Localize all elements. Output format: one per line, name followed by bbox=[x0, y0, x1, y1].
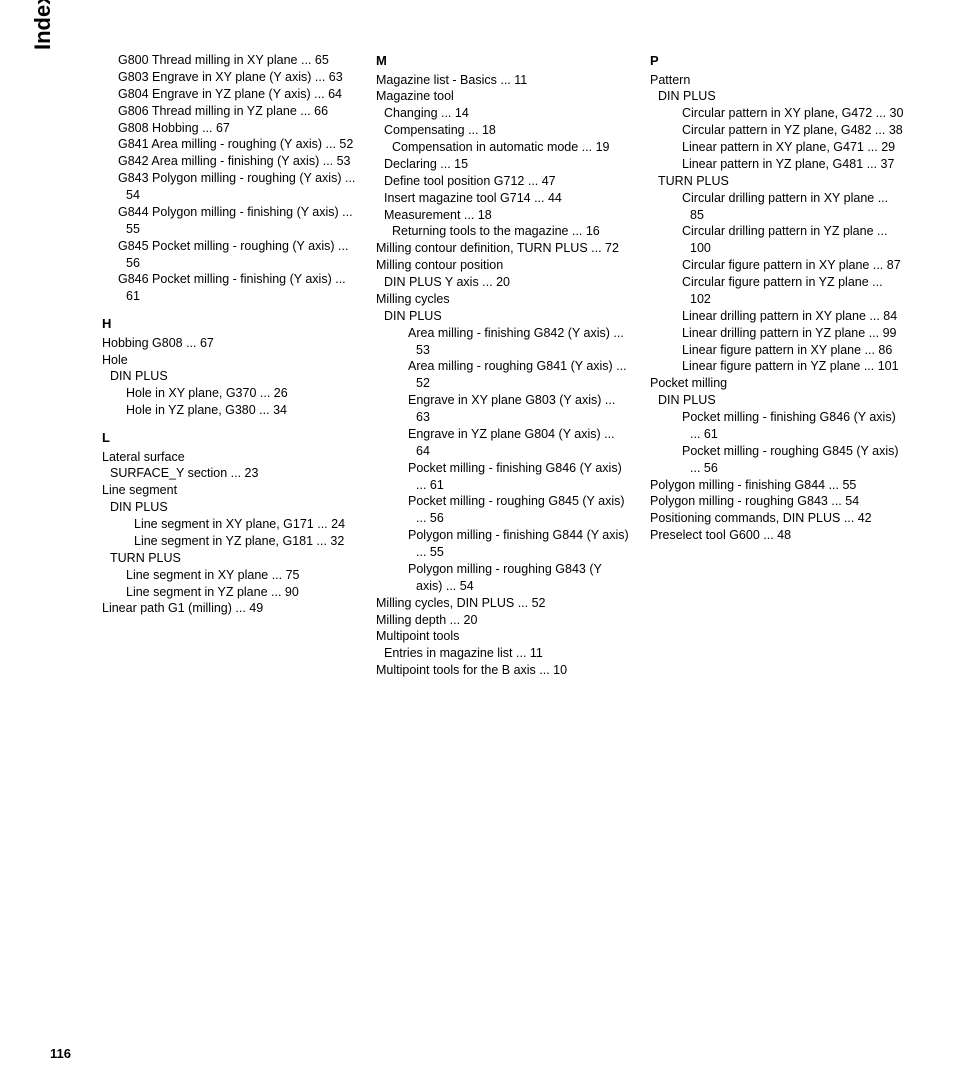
index-entry: Hobbing G808 ... 67 bbox=[102, 335, 356, 352]
index-entry: Insert magazine tool G714 ... 44 bbox=[376, 190, 630, 207]
index-entry: Polygon milling - finishing G844 ... 55 bbox=[650, 477, 904, 494]
index-entry: DIN PLUS bbox=[102, 368, 356, 385]
index-entry: DIN PLUS bbox=[650, 88, 904, 105]
index-entry: Multipoint tools bbox=[376, 628, 630, 645]
index-entry: SURFACE_Y section ... 23 bbox=[102, 465, 356, 482]
index-entry: Magazine tool bbox=[376, 88, 630, 105]
index-entry: Milling depth ... 20 bbox=[376, 612, 630, 629]
index-entry: DIN PLUS bbox=[376, 308, 630, 325]
index-entry: Milling cycles bbox=[376, 291, 630, 308]
letter-heading-h: H bbox=[102, 315, 356, 333]
index-entry: G803 Engrave in XY plane (Y axis) ... 63 bbox=[110, 69, 356, 86]
index-entry: Milling contour definition, TURN PLUS ..… bbox=[376, 240, 630, 257]
letter-heading-m: M bbox=[376, 52, 630, 70]
index-entry: Preselect tool G600 ... 48 bbox=[650, 527, 904, 544]
index-entry: Magazine list - Basics ... 11 bbox=[376, 72, 630, 89]
index-entry: G841 Area milling - roughing (Y axis) ..… bbox=[110, 136, 356, 153]
index-entry: Define tool position G712 ... 47 bbox=[376, 173, 630, 190]
index-entry: DIN PLUS Y axis ... 20 bbox=[376, 274, 630, 291]
letter-heading-p: P bbox=[650, 52, 904, 70]
index-entry: G806 Thread milling in YZ plane ... 66 bbox=[110, 103, 356, 120]
index-entry: Circular figure pattern in XY plane ... … bbox=[658, 257, 904, 274]
index-entry: DIN PLUS bbox=[650, 392, 904, 409]
index-entry: Positioning commands, DIN PLUS ... 42 bbox=[650, 510, 904, 527]
index-entry: G808 Hobbing ... 67 bbox=[110, 120, 356, 137]
index-entry: Engrave in XY plane G803 (Y axis) ... 63 bbox=[384, 392, 630, 426]
letter-heading-l: L bbox=[102, 429, 356, 447]
column-2: M Magazine list - Basics ... 11 Magazine… bbox=[376, 52, 630, 679]
index-entry: G842 Area milling - finishing (Y axis) .… bbox=[110, 153, 356, 170]
index-entry: Polygon milling - finishing G844 (Y axis… bbox=[384, 527, 630, 561]
index-entry: Linear pattern in YZ plane, G481 ... 37 bbox=[658, 156, 904, 173]
index-entry: Milling contour position bbox=[376, 257, 630, 274]
index-entry: Returning tools to the magazine ... 16 bbox=[384, 223, 630, 240]
index-entry: Polygon milling - roughing G843 ... 54 bbox=[650, 493, 904, 510]
index-entry: Line segment in XY plane ... 75 bbox=[102, 567, 356, 584]
index-entry: Linear figure pattern in YZ plane ... 10… bbox=[658, 358, 904, 375]
index-entry: Hole bbox=[102, 352, 356, 369]
index-entry: Hole in XY plane, G370 ... 26 bbox=[102, 385, 356, 402]
index-entry: TURN PLUS bbox=[650, 173, 904, 190]
index-entry: G844 Polygon milling - finishing (Y axis… bbox=[110, 204, 356, 238]
index-entry: Polygon milling - roughing G843 (Y axis)… bbox=[384, 561, 630, 595]
index-entry: Circular drilling pattern in YZ plane ..… bbox=[658, 223, 904, 257]
index-columns: G800 Thread milling in XY plane ... 65 G… bbox=[102, 52, 904, 679]
index-entry: Line segment in YZ plane, G181 ... 32 bbox=[110, 533, 356, 550]
index-entry: Entries in magazine list ... 11 bbox=[376, 645, 630, 662]
index-entry: G800 Thread milling in XY plane ... 65 bbox=[110, 52, 356, 69]
index-entry: Declaring ... 15 bbox=[376, 156, 630, 173]
index-entry: G846 Pocket milling - finishing (Y axis)… bbox=[110, 271, 356, 305]
index-entry: Compensation in automatic mode ... 19 bbox=[384, 139, 630, 156]
index-entry: Pocket milling - finishing G846 (Y axis)… bbox=[384, 460, 630, 494]
index-entry: Measurement ... 18 bbox=[376, 207, 630, 224]
index-entry: Engrave in YZ plane G804 (Y axis) ... 64 bbox=[384, 426, 630, 460]
index-entry: DIN PLUS bbox=[102, 499, 356, 516]
index-entry: TURN PLUS bbox=[102, 550, 356, 567]
index-entry: Circular drilling pattern in XY plane ..… bbox=[658, 190, 904, 224]
index-entry: Compensating ... 18 bbox=[376, 122, 630, 139]
index-entry: Line segment bbox=[102, 482, 356, 499]
index-entry: Area milling - roughing G841 (Y axis) ..… bbox=[384, 358, 630, 392]
index-entry: Circular pattern in XY plane, G472 ... 3… bbox=[658, 105, 904, 122]
index-entry: Line segment in XY plane, G171 ... 24 bbox=[110, 516, 356, 533]
index-entry: Milling cycles, DIN PLUS ... 52 bbox=[376, 595, 630, 612]
index-entry: Area milling - finishing G842 (Y axis) .… bbox=[384, 325, 630, 359]
index-entry: Linear figure pattern in XY plane ... 86 bbox=[658, 342, 904, 359]
index-entry: Multipoint tools for the B axis ... 10 bbox=[376, 662, 630, 679]
index-entry: Pattern bbox=[650, 72, 904, 89]
index-entry: Circular figure pattern in YZ plane ... … bbox=[658, 274, 904, 308]
index-entry: Linear pattern in XY plane, G471 ... 29 bbox=[658, 139, 904, 156]
index-entry: G804 Engrave in YZ plane (Y axis) ... 64 bbox=[110, 86, 356, 103]
index-entry: G843 Polygon milling - roughing (Y axis)… bbox=[110, 170, 356, 204]
column-1: G800 Thread milling in XY plane ... 65 G… bbox=[102, 52, 356, 679]
index-entry: Linear drilling pattern in XY plane ... … bbox=[658, 308, 904, 325]
index-entry: Changing ... 14 bbox=[376, 105, 630, 122]
index-entry: G845 Pocket milling - roughing (Y axis) … bbox=[110, 238, 356, 272]
side-title: Index bbox=[30, 0, 56, 50]
index-entry: Pocket milling - roughing G845 (Y axis) … bbox=[384, 493, 630, 527]
index-entry: Hole in YZ plane, G380 ... 34 bbox=[102, 402, 356, 419]
index-entry: Lateral surface bbox=[102, 449, 356, 466]
page-number: 116 bbox=[50, 1046, 71, 1061]
index-entry: Pocket milling - roughing G845 (Y axis) … bbox=[658, 443, 904, 477]
index-entry: Pocket milling bbox=[650, 375, 904, 392]
index-entry: Pocket milling - finishing G846 (Y axis)… bbox=[658, 409, 904, 443]
index-entry: Line segment in YZ plane ... 90 bbox=[102, 584, 356, 601]
column-3: P Pattern DIN PLUS Circular pattern in X… bbox=[650, 52, 904, 679]
index-entry: Linear path G1 (milling) ... 49 bbox=[102, 600, 356, 617]
index-entry: Linear drilling pattern in YZ plane ... … bbox=[658, 325, 904, 342]
index-entry: Circular pattern in YZ plane, G482 ... 3… bbox=[658, 122, 904, 139]
